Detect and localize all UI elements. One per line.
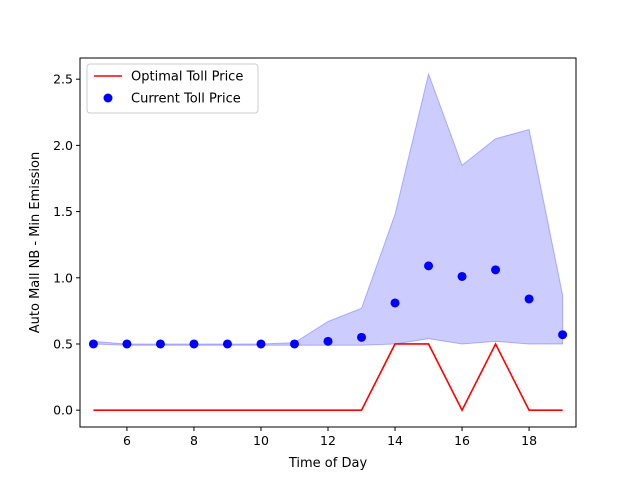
x-tick-label: 12 bbox=[320, 433, 336, 448]
y-tick-label: 1.0 bbox=[53, 270, 73, 285]
x-tick-label: 10 bbox=[253, 433, 269, 448]
optimal-line-layer bbox=[93, 342, 563, 412]
current-toll-point bbox=[524, 294, 534, 304]
current-toll-point bbox=[289, 339, 299, 349]
current-toll-point bbox=[457, 271, 467, 281]
confidence-band bbox=[92, 72, 564, 346]
current-toll-point bbox=[491, 265, 501, 275]
x-tick-label: 8 bbox=[190, 433, 198, 448]
current-toll-point bbox=[88, 339, 98, 349]
y-tick-label: 1.5 bbox=[53, 204, 73, 219]
current-toll-point bbox=[424, 261, 434, 271]
current-toll-point bbox=[323, 336, 333, 346]
legend-box bbox=[86, 63, 259, 114]
y-tick-label: 0.5 bbox=[53, 336, 73, 351]
x-axis-label: Time of Day bbox=[288, 456, 368, 471]
y-axis-label: Auto Mall NB - Min Emission bbox=[28, 152, 43, 334]
current-toll-point bbox=[357, 332, 367, 342]
y-tick-label: 2.5 bbox=[53, 72, 73, 87]
current-toll-point bbox=[558, 330, 568, 340]
confidence-band-layer bbox=[92, 72, 564, 346]
x-tick-label: 14 bbox=[387, 433, 403, 448]
current-points-layer bbox=[88, 261, 568, 349]
x-tick-label: 16 bbox=[454, 433, 470, 448]
y-tick-label: 2.0 bbox=[53, 138, 73, 153]
current-toll-point bbox=[390, 298, 400, 308]
legend-current-swatch bbox=[103, 93, 113, 103]
legend-current-label: Current Toll Price bbox=[131, 92, 241, 107]
y-axis-ticks: 0.0 0.5 1.0 1.5 2.0 2.5 bbox=[53, 72, 80, 418]
optimal-toll-line bbox=[93, 342, 563, 412]
current-toll-point bbox=[155, 339, 165, 349]
x-tick-label: 18 bbox=[521, 433, 537, 448]
legend: Optimal Toll Price Current Toll Price bbox=[86, 63, 259, 114]
legend-optimal-label: Optimal Toll Price bbox=[131, 70, 243, 85]
current-toll-point bbox=[222, 339, 232, 349]
current-toll-point bbox=[256, 339, 266, 349]
x-axis-ticks: 6 8 10 12 14 16 18 bbox=[123, 427, 537, 448]
y-tick-label: 0.0 bbox=[53, 403, 73, 418]
current-toll-point bbox=[122, 339, 132, 349]
current-toll-point bbox=[189, 339, 199, 349]
x-tick-label: 6 bbox=[123, 433, 131, 448]
